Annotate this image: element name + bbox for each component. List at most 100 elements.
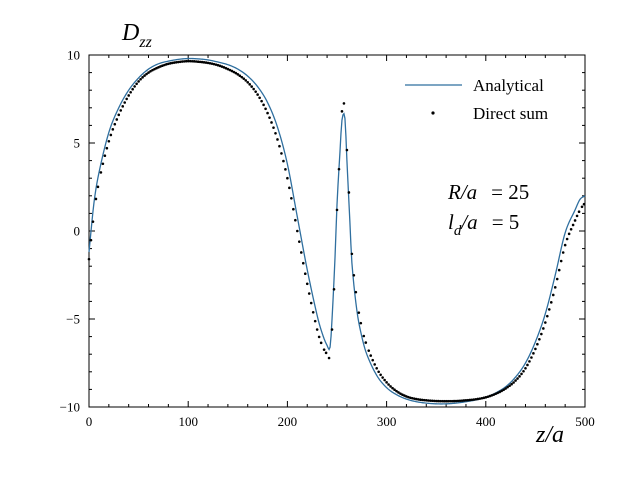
data-point-direct-sum [330,328,334,331]
data-point-direct-sum [411,396,414,400]
data-point-direct-sum [389,385,392,388]
data-point-direct-sum [424,399,428,402]
data-point-direct-sum [419,398,422,402]
data-point-direct-sum [254,90,257,93]
x-tick-label: 400 [476,414,496,429]
data-point-direct-sum [188,59,192,63]
data-point-direct-sum [337,167,341,171]
data-point-direct-sum [268,116,271,119]
data-point-direct-sum [395,389,398,393]
data-point-direct-sum [350,252,354,256]
data-point-direct-sum [500,389,503,393]
data-point-direct-sum [149,69,152,73]
param-l-var: l [448,210,454,234]
data-point-direct-sum [458,399,462,403]
data-point-direct-sum [155,66,158,70]
data-point-direct-sum [403,394,406,397]
data-point-direct-sum [476,397,480,401]
data-point-direct-sum [129,90,132,94]
data-point-direct-sum [430,399,434,403]
data-point-direct-sum [139,77,142,81]
data-point-direct-sum [502,388,505,392]
data-point-direct-sum [315,328,319,331]
data-point-direct-sum [524,366,527,370]
data-point-direct-sum [87,257,91,261]
data-point-direct-sum [510,382,513,386]
data-point-direct-sum [280,152,283,155]
data-point-direct-sum [438,399,442,403]
data-point-direct-sum [175,61,178,64]
data-point-direct-sum [559,259,563,263]
data-point-direct-sum [111,128,115,131]
data-point-direct-sum [482,396,486,400]
data-point-direct-sum [536,342,539,346]
data-point-direct-sum [454,399,458,403]
x-tick-label: 100 [178,414,198,429]
data-point-direct-sum [301,261,305,265]
data-point-direct-sum [393,388,396,392]
data-point-direct-sum [553,286,557,289]
data-point-direct-sum [569,227,573,231]
y-tick-label: 0 [74,224,81,239]
data-point-direct-sum [460,399,464,402]
data-point-direct-sum [194,60,198,63]
data-point-direct-sum [161,64,164,67]
data-point-direct-sum [276,138,279,141]
data-point-direct-sum [327,356,331,360]
axis-layer: 0 100 200 300 400 500 10 5 0 −5 −10 [60,48,595,430]
data-point-direct-sum [143,74,146,77]
legend-dot-direct-sum [431,111,435,115]
data-point-direct-sum [371,358,375,362]
data-point-direct-sum [478,397,482,400]
data-point-direct-sum [303,272,307,275]
legend-label-analytical: Analytical [473,76,544,95]
data-point-direct-sum [296,229,299,233]
data-point-direct-sum [131,87,134,91]
data-point-direct-sum [220,65,224,68]
data-point-direct-sum [464,399,468,402]
data-point-direct-sum [522,369,525,373]
data-point-direct-sum [373,363,377,366]
data-point-direct-sum [278,144,281,148]
data-point-direct-sum [248,83,251,86]
data-point-direct-sum [322,348,326,351]
data-point-direct-sum [415,397,418,401]
data-point-direct-sum [298,240,301,243]
data-point-direct-sum [332,287,336,291]
data-point-direct-sum [516,377,519,380]
data-point-direct-sum [494,392,498,396]
data-point-direct-sum [538,337,541,341]
data-point-direct-sum [345,148,349,152]
data-point-direct-sum [262,103,265,107]
data-point-direct-sum [421,398,424,402]
data-point-direct-sum [226,67,230,71]
data-point-direct-sum [582,202,586,206]
data-point-direct-sum [364,341,368,344]
data-point-direct-sum [401,393,404,396]
data-point-direct-sum [232,70,236,74]
data-point-direct-sum [571,223,575,227]
data-point-direct-sum [357,311,361,314]
data-point-direct-sum [89,238,93,242]
data-point-direct-sum [375,366,378,370]
y-tick-label: 10 [67,48,80,63]
data-point-direct-sum [567,232,571,236]
data-point-direct-sum [153,67,156,71]
data-point-direct-sum [456,399,460,403]
data-point-direct-sum [147,71,150,74]
data-point-direct-sum [178,60,182,64]
data-point-direct-sum [340,110,344,113]
data-point-direct-sum [123,101,127,104]
data-point-direct-sum [573,219,577,222]
data-point-direct-sum [423,398,426,402]
param-r-value: = 25 [491,180,529,204]
series-layer [87,57,586,405]
data-point-direct-sum [409,396,412,400]
data-point-direct-sum [480,396,484,400]
data-point-direct-sum [244,79,248,82]
data-point-direct-sum [230,69,234,73]
data-point-direct-sum [236,73,240,76]
data-point-direct-sum [141,76,144,79]
y-tick-label: −5 [66,312,80,327]
data-point-direct-sum [512,381,515,384]
